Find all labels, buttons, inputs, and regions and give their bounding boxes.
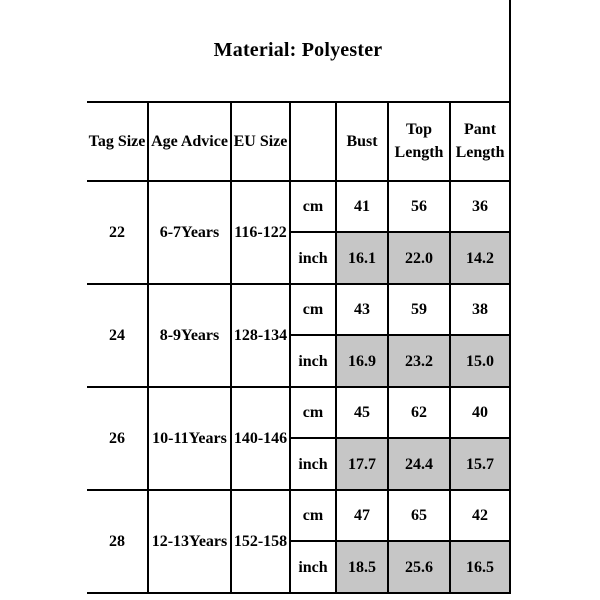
top-length-inch-cell: 25.6: [387, 540, 451, 594]
row-size-28-cm: 28 12-13Years 152-158 cm 47 65 42: [87, 488, 512, 595]
size-chart-table: Material: Polyester Tag Size Age Advice …: [87, 0, 512, 595]
title-row: Material: Polyester: [87, 0, 512, 104]
unit-inch-cell: inch: [290, 334, 337, 388]
unit-cm-cell: cm: [289, 488, 337, 543]
tag-size-cell: 26: [87, 385, 149, 491]
header-row: Tag Size Age Advice EU Size Bust Top Len…: [87, 101, 512, 182]
unit-cm-cell: cm: [289, 179, 337, 234]
row-size-24-inch: inch 16.9 23.2 15.0: [87, 334, 512, 388]
pant-length-inch-cell: 16.5: [448, 540, 512, 594]
unit-cm-cell: cm: [289, 282, 337, 337]
age-advice-cell: 8-9Years: [147, 282, 232, 388]
row-size-26-cm: 26 10-11Years 140-146 cm 45 62 40: [87, 385, 512, 491]
unit-inch-cell: inch: [290, 231, 337, 285]
row-size-24-cm: 24 8-9Years 128-134 cm 43 59 38: [87, 282, 512, 388]
tag-size-cell: 28: [87, 488, 149, 595]
col-header-age-advice: Age Advice: [147, 101, 232, 182]
pant-length-cm-cell: 38: [448, 282, 512, 337]
top-length-cm-cell: 62: [387, 385, 451, 440]
material-title: Material: Polyester: [87, 0, 512, 104]
col-header-unit: [289, 101, 337, 182]
top-length-cm-cell: 56: [387, 179, 451, 234]
bust-inch-cell: 16.1: [335, 231, 389, 285]
row-size-26-inch: inch 17.7 24.4 15.7: [87, 437, 512, 491]
col-header-tag-size: Tag Size: [87, 101, 149, 182]
top-length-cm-cell: 59: [387, 282, 451, 337]
eu-size-cell: 152-158: [230, 488, 291, 595]
col-header-bust: Bust: [335, 101, 389, 182]
unit-inch-cell: inch: [290, 437, 337, 491]
pant-length-inch-cell: 15.7: [448, 437, 512, 491]
col-header-pant-length: Pant Length: [448, 101, 512, 182]
row-size-28-inch: inch 18.5 25.6 16.5: [87, 540, 512, 594]
bust-cm-cell: 45: [335, 385, 389, 440]
row-size-22-cm: 22 6-7Years 116-122 cm 41 56 36: [87, 179, 512, 285]
unit-cm-cell: cm: [289, 385, 337, 440]
age-advice-cell: 6-7Years: [147, 179, 232, 285]
bust-inch-cell: 18.5: [335, 540, 389, 594]
tag-size-cell: 22: [87, 179, 149, 285]
tag-size-cell: 24: [87, 282, 149, 388]
top-length-inch-cell: 23.2: [387, 334, 451, 388]
pant-length-inch-cell: 15.0: [448, 334, 512, 388]
pant-length-inch-cell: 14.2: [448, 231, 512, 285]
row-size-22-inch: inch 16.1 22.0 14.2: [87, 231, 512, 285]
age-advice-cell: 10-11Years: [147, 385, 232, 491]
eu-size-cell: 140-146: [230, 385, 291, 491]
top-length-inch-cell: 24.4: [387, 437, 451, 491]
col-header-top-length: Top Length: [387, 101, 451, 182]
bust-cm-cell: 41: [335, 179, 389, 234]
eu-size-cell: 128-134: [230, 282, 291, 388]
bust-cm-cell: 43: [335, 282, 389, 337]
age-advice-cell: 12-13Years: [147, 488, 232, 595]
unit-inch-cell: inch: [290, 540, 337, 594]
eu-size-cell: 116-122: [230, 179, 291, 285]
pant-length-cm-cell: 42: [448, 488, 512, 543]
bust-inch-cell: 16.9: [335, 334, 389, 388]
top-length-cm-cell: 65: [387, 488, 451, 543]
pant-length-cm-cell: 36: [448, 179, 512, 234]
top-length-inch-cell: 22.0: [387, 231, 451, 285]
pant-length-cm-cell: 40: [448, 385, 512, 440]
col-header-eu-size: EU Size: [230, 101, 291, 182]
bust-cm-cell: 47: [335, 488, 389, 543]
bust-inch-cell: 17.7: [335, 437, 389, 491]
